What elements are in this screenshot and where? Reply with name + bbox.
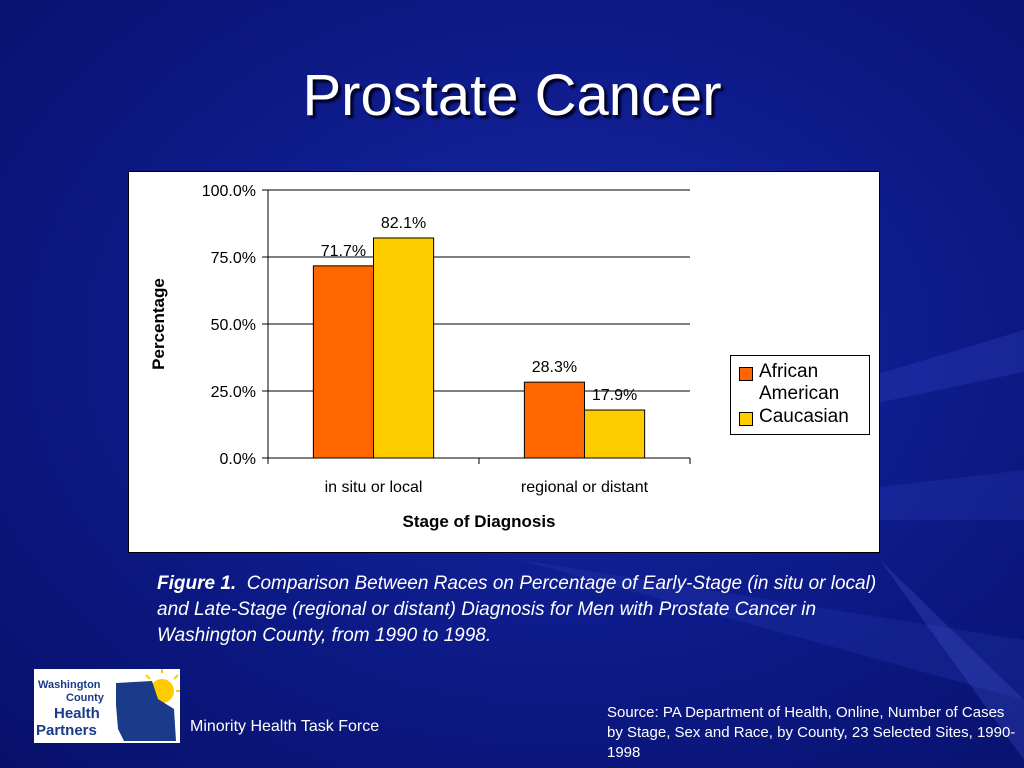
logo-graphic [116, 669, 180, 741]
y-tick-label: 50.0% [211, 317, 256, 334]
bar-chart: 0.0% 25.0% 50.0% 75.0% 100.0% 71.7% 82.1% in si… [128, 171, 880, 553]
chart-legend: African American Caucasian [730, 355, 870, 435]
data-label: 28.3% [532, 359, 577, 376]
logo-text-washington: Washington [38, 679, 101, 691]
bar [312, 265, 375, 459]
data-label: 71.7% [321, 243, 366, 260]
legend-label-caucasian: Caucasian [759, 406, 849, 427]
chart-canvas: 0.0% 25.0% 50.0% 75.0% 100.0% 71.7% 82.1% in si… [149, 183, 691, 531]
y-tick-label: 25.0% [211, 384, 256, 401]
x-tick-label: regional or distant [521, 479, 649, 496]
bar [373, 237, 435, 459]
legend-swatch-african-american [739, 367, 753, 381]
x-tick-label: in situ or local [325, 479, 423, 496]
figure-caption-text: Comparison Between Races on Percentage o… [157, 573, 877, 646]
slide-title: Prostate Cancer [302, 63, 722, 128]
y-axis-title: Percentage [149, 278, 168, 370]
bar [584, 409, 646, 459]
x-axis-title: Stage of Diagnosis [402, 512, 555, 531]
logo-text-partners: Partners [36, 722, 97, 739]
y-tick-label: 100.0% [202, 183, 256, 200]
y-tick-label: 0.0% [220, 451, 256, 468]
bar [523, 381, 585, 459]
footer-organization: Minority Health Task Force [190, 718, 380, 735]
y-tick-label: 75.0% [211, 250, 256, 267]
data-label: 82.1% [381, 215, 426, 232]
legend-swatch-caucasian [739, 412, 753, 426]
legend-label-african-american: African American [759, 361, 840, 404]
logo-text-county: County [66, 692, 104, 704]
figure-caption: Figure 1. Comparison Between Races on Pe… [157, 571, 877, 649]
washington-county-health-partners-logo: Washington County Health Partners [34, 669, 180, 743]
source-note: Source: PA Department of Health, Online,… [607, 704, 1016, 761]
figure-label: Figure 1. [157, 573, 237, 594]
data-label: 17.9% [592, 387, 637, 404]
logo-text-health: Health [54, 705, 100, 722]
